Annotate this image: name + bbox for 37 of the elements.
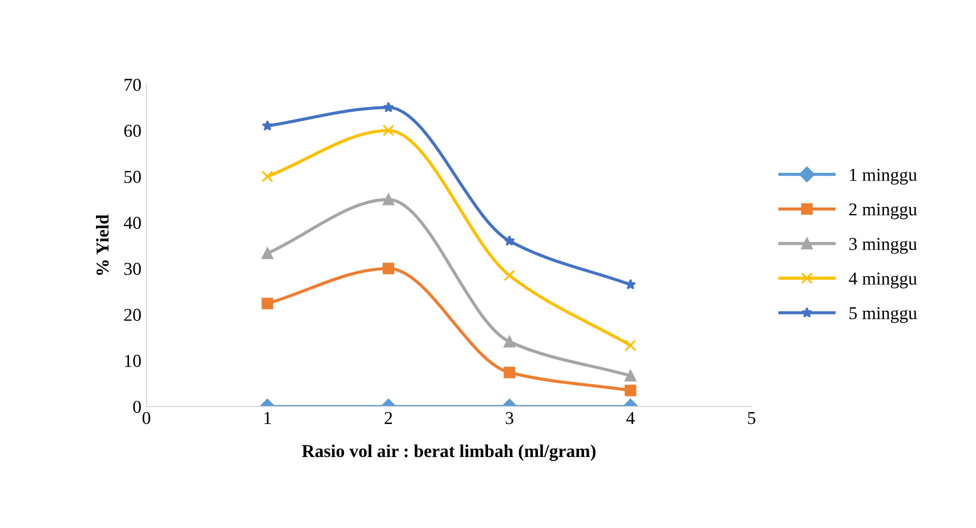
point — [382, 262, 394, 274]
legend-label: 1 minggu — [850, 168, 917, 185]
y-tick-label: 10 — [125, 354, 141, 367]
legend-label: 5 minggu — [850, 307, 917, 323]
y-tick-label: 60 — [124, 124, 141, 137]
y-tick-label: 20 — [124, 308, 141, 321]
point — [382, 102, 394, 112]
y-tick-label: 30 — [124, 262, 141, 275]
point — [504, 270, 516, 282]
x-axis-title: Rasio vol air : berat limbah (ml/gram) — [302, 444, 596, 461]
y-tick-label: 70 — [124, 78, 141, 91]
x-tick-label: 4 — [626, 412, 635, 424]
point — [262, 298, 274, 310]
x-tick-label: 3 — [506, 412, 514, 424]
y-tick-label: 50 — [124, 170, 141, 183]
x-tick-label: 5 — [748, 412, 756, 424]
legend-label: 3 minggu — [849, 238, 917, 254]
legend-label: 2 minggu — [849, 203, 917, 220]
point — [504, 366, 516, 378]
point — [382, 124, 394, 136]
legend-label: 4 minggu — [848, 272, 917, 288]
point — [504, 336, 516, 348]
x-tick-label: 2 — [384, 412, 392, 424]
point — [624, 370, 636, 382]
point — [382, 194, 394, 206]
y-tick-label: 40 — [124, 216, 141, 229]
point — [504, 235, 515, 246]
point — [262, 170, 274, 182]
x-tick-label: 0 — [142, 412, 150, 424]
point — [262, 120, 273, 131]
point — [624, 278, 636, 290]
x-tick-label: 1 — [264, 412, 271, 424]
point — [624, 384, 636, 396]
y-axis-title: % Yield — [96, 214, 109, 275]
point — [262, 248, 274, 260]
y-tick-label: 0 — [133, 400, 141, 413]
point — [624, 340, 636, 352]
